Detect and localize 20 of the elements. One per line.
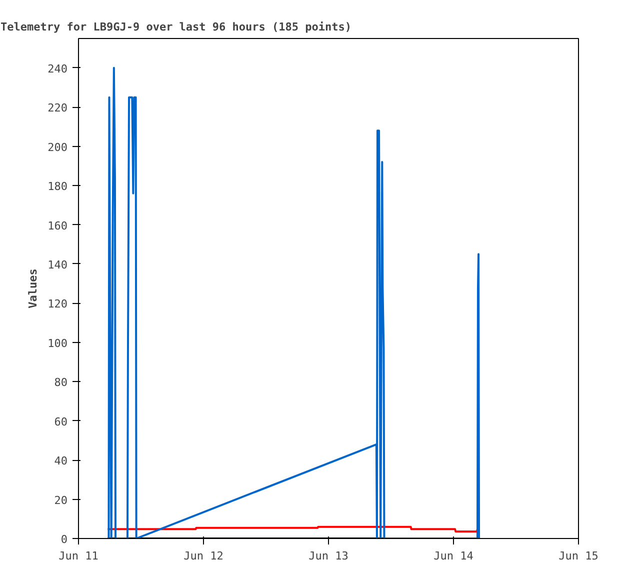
- x-tick-label: Jun 13: [308, 550, 348, 562]
- chart-title: Telemetry for LB9GJ-9 over last 96 hours (185 points): [0, 20, 352, 34]
- y-tick-label: 160: [48, 219, 68, 232]
- y-axis-title: Values: [26, 268, 40, 308]
- y-tick-label: 40: [54, 454, 68, 468]
- x-tick-label: Jun 12: [184, 550, 224, 562]
- x-tick-label: Jun 11: [58, 550, 98, 562]
- y-tick-label: 180: [48, 180, 68, 194]
- y-tick-label: 140: [48, 258, 68, 272]
- y-tick-label: 80: [54, 376, 68, 390]
- y-tick-label: 240: [48, 62, 68, 76]
- y-tick-label: 120: [48, 298, 68, 311]
- y-tick-label: 60: [54, 415, 68, 428]
- x-tick-label: Jun 14: [434, 550, 474, 562]
- y-tick-label: 220: [48, 102, 68, 115]
- y-tick-label: 0: [60, 533, 68, 546]
- x-tick-label: Jun 15: [558, 550, 598, 562]
- y-tick-label: 20: [54, 494, 68, 507]
- y-tick-label: 100: [48, 336, 68, 350]
- y-tick-label: 200: [48, 140, 68, 154]
